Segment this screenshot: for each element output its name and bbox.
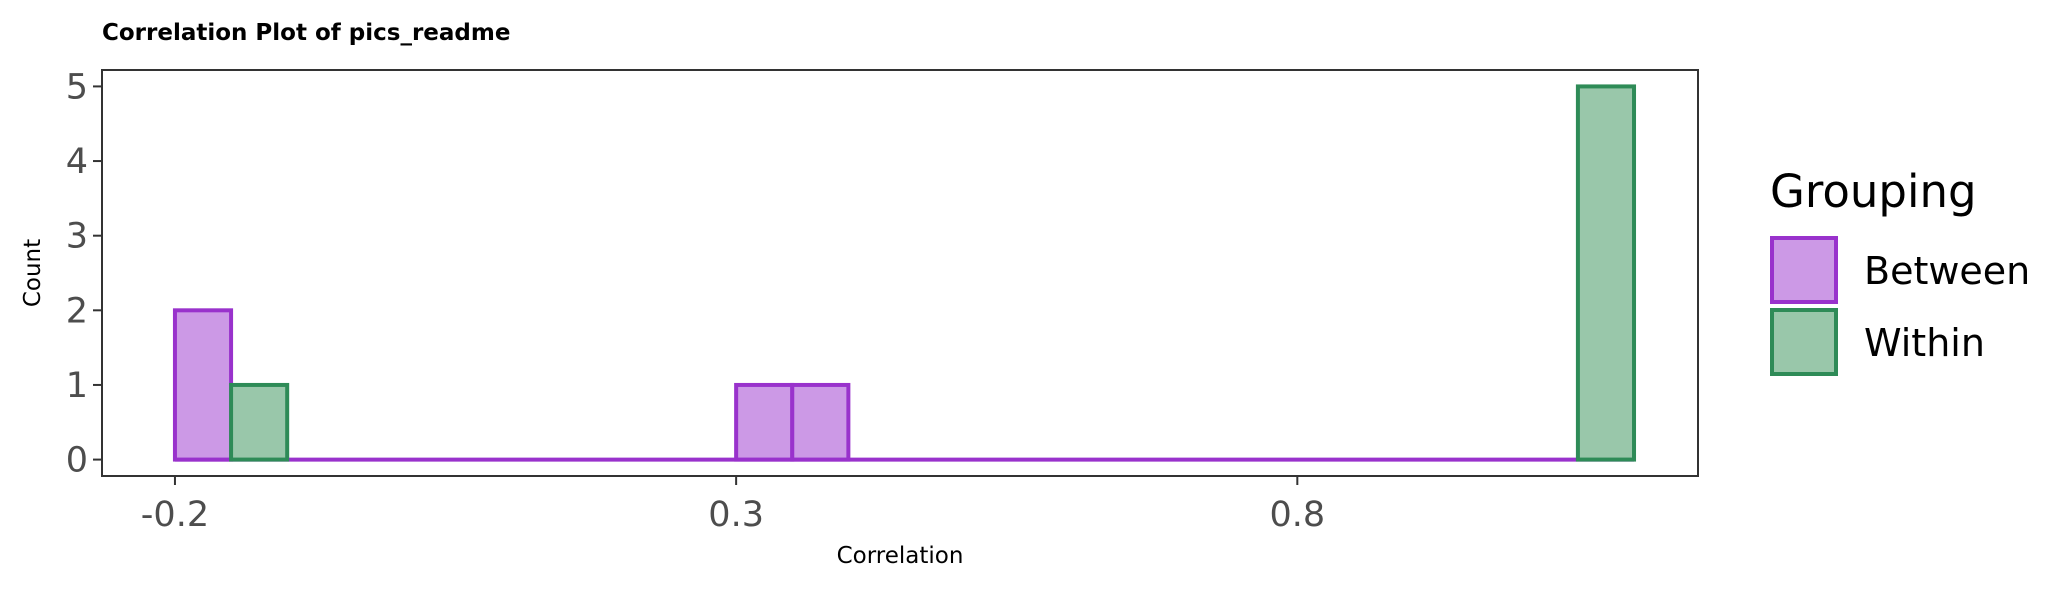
x-tick-label: 0.8 xyxy=(1269,495,1325,535)
y-tick-label: 3 xyxy=(66,217,88,257)
legend-key-between xyxy=(1770,236,1838,304)
histogram-bar-between-1 xyxy=(734,382,795,462)
histogram-bar-within-1 xyxy=(1575,84,1637,462)
legend-title: Grouping xyxy=(1770,165,1977,218)
x-axis: -0.2 0.3 0.8 xyxy=(141,476,1325,535)
histogram-bar-between-2 xyxy=(790,382,851,462)
legend-key-within xyxy=(1770,308,1838,376)
y-tick-label: 1 xyxy=(66,366,88,406)
histogram-bar-within-0 xyxy=(229,382,290,462)
y-tick-label: 2 xyxy=(66,291,88,331)
y-tick-label: 5 xyxy=(66,67,88,107)
plot-panel-border xyxy=(101,69,1699,477)
y-axis-title: Count xyxy=(20,239,46,307)
histogram-bar-between-0 xyxy=(172,308,234,462)
x-axis-title: Correlation xyxy=(837,543,964,569)
y-tick-label: 4 xyxy=(66,142,88,182)
x-tick-label: 0.3 xyxy=(708,495,764,535)
legend-label-between: Between xyxy=(1864,249,2030,293)
plot-area xyxy=(172,84,1637,462)
y-axis: 0 1 2 3 4 5 xyxy=(66,67,102,481)
x-tick-label: -0.2 xyxy=(141,495,209,535)
y-tick-label: 0 xyxy=(66,441,88,481)
chart-title: Correlation Plot of pics_readme xyxy=(102,20,510,46)
legend: Grouping Between Within xyxy=(1770,165,2030,376)
legend-label-within: Within xyxy=(1864,321,1985,365)
